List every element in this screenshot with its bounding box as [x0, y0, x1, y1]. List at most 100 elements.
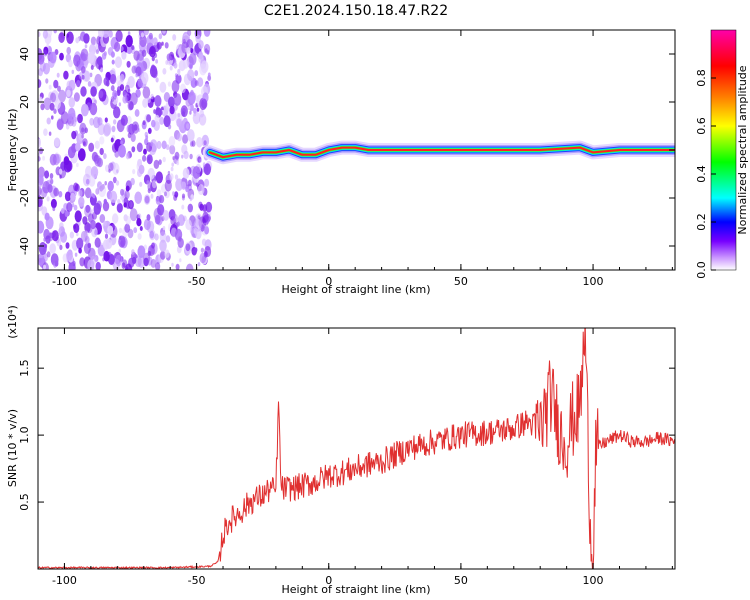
spectrogram-noise-cell — [51, 230, 59, 242]
spectrogram-noise-cell — [138, 164, 145, 175]
spectrogram-noise-cell — [161, 30, 166, 34]
spectrogram-noise-cell — [111, 59, 115, 65]
spectrogram-noise-cell — [197, 184, 205, 196]
colorbar-tick-label: 0.8 — [695, 69, 708, 87]
spectrogram-noise-cell — [169, 144, 176, 155]
spectrogram-noise-cell — [189, 197, 193, 202]
spectrogram-noise-cell — [118, 102, 122, 107]
spectrogram-noise-cell — [67, 146, 76, 159]
spectrogram-noise-cell — [96, 56, 103, 66]
spectrogram-noise-cell — [121, 262, 126, 270]
spectrogram-noise-cell — [204, 178, 210, 187]
spectrogram-noise-cell — [146, 214, 151, 221]
spectrogram-noise-cell — [174, 174, 179, 180]
spectrogram-noise-cell — [58, 89, 66, 103]
spectrogram-noise-cell — [38, 79, 42, 88]
spectrogram-noise-cell — [169, 106, 175, 115]
spectrogram-noise-cell — [151, 242, 156, 249]
spectrogram-noise-cell — [41, 206, 48, 216]
spectrogram-noise-cell — [143, 218, 151, 231]
spectrogram-noise-cell — [135, 73, 139, 78]
spectrogram-noise-cell — [112, 213, 119, 224]
spectrogram-noise-cell — [114, 56, 122, 68]
spectrogram-panel: -100 -50 0 50 100 -40 -20 0 20 40 Height of stra… — [6, 29, 676, 296]
spectrogram-noise-cell — [166, 53, 172, 61]
spectrogram-noise-cell — [95, 261, 101, 270]
spectrogram-noise-cell — [159, 195, 165, 204]
snr-x-tick-label: 0 — [325, 574, 332, 587]
spectrogram-noise-cell — [194, 80, 199, 87]
spectrogram-noise-cell — [170, 166, 174, 172]
spectrogram-noise-cell — [176, 133, 182, 142]
spectrogram-noise-cell — [68, 97, 76, 108]
spectrogram-noise-cell — [38, 68, 43, 77]
spectrogram-noise-cell — [182, 59, 189, 69]
spectrogram-noise-cell — [159, 116, 165, 125]
colorbar-tick-label: 0.0 — [695, 261, 708, 279]
spectrogram-noise-cell — [203, 163, 211, 176]
spectrogram-noise-cell — [115, 254, 123, 267]
spectrogram-noise-cell — [112, 162, 120, 175]
colorbar: 0.0 0.2 0.4 0.6 0.8 Normalized spectral ampl… — [695, 29, 749, 279]
spectrogram-noise-cell — [56, 119, 64, 131]
spectrogram-noise-cell — [157, 204, 165, 216]
spectrogram-noise-cell — [185, 263, 194, 270]
spectrogram-noise-cell — [79, 122, 87, 135]
spectrogram-noise-cell — [171, 262, 174, 267]
spectrogram-noise-cell — [90, 36, 97, 46]
spectrogram-noise-cell — [74, 210, 82, 223]
spectrogram-noise-cell — [155, 59, 159, 64]
spectrogram-y-label: Frequency (Hz) — [6, 109, 19, 192]
spectrogram-noise-cell — [99, 147, 104, 156]
spectrogram-noise-cell — [131, 65, 137, 74]
spectrogram-noise-cell — [159, 231, 167, 243]
spectrogram-noise-cell — [91, 97, 96, 103]
spectrogram-noise-cell — [46, 43, 50, 49]
spectrogram-noise-cell — [102, 220, 109, 230]
spectrogram-noise-cell — [201, 238, 207, 246]
spectrogram-noise-cell — [66, 202, 73, 213]
spectrogram-noise-cell — [71, 118, 77, 127]
spectrogram-noise-cell — [94, 237, 101, 248]
spectrogram-noise-cell — [191, 140, 196, 147]
spectrogram-noise-cell — [187, 203, 193, 213]
spectrogram-noise-cell — [92, 194, 96, 199]
spectrogram-noise-cell — [136, 142, 143, 153]
spectrogram-noise-cell — [66, 46, 71, 55]
spectrogram-noise-cell — [103, 250, 110, 262]
spectrogram-noise-cell — [59, 52, 64, 61]
spectrogram-noise-cell — [78, 247, 82, 254]
spectrogram-noise-cell — [124, 223, 131, 233]
spectrogram-noise-cell — [55, 154, 62, 164]
spectrogram-noise-cell — [38, 138, 41, 146]
spectrogram-noise-cell — [118, 227, 123, 234]
spectrogram-noise-cell — [165, 235, 171, 243]
spectrogram-noise-cell — [125, 215, 131, 225]
spectrogram-noise-cell — [142, 155, 147, 162]
spectrogram-noise-cell — [143, 257, 149, 267]
spectrogram-noise-cell — [49, 92, 57, 103]
spectrogram-y-tick-label: 20 — [18, 95, 31, 109]
spectrogram-noise-cell — [59, 174, 62, 179]
spectrogram-noise-cell — [43, 46, 49, 55]
spectrogram-noise-cell — [139, 181, 143, 187]
spectrogram-noise-cell — [65, 242, 70, 249]
spectrogram-noise-cell — [125, 152, 130, 160]
spectrogram-noise-cell — [159, 81, 167, 93]
spectrogram-noise-cell — [202, 204, 208, 212]
spectrogram-noise-cell — [118, 235, 126, 248]
spectrogram-noise-cell — [115, 180, 120, 186]
spectrogram-noise-cell — [50, 198, 57, 209]
spectrogram-noise-cell — [162, 210, 170, 221]
spectrogram-noise-cell — [94, 255, 99, 262]
snr-x-tick-label: -100 — [52, 574, 77, 587]
spectrogram-noise-cell — [99, 214, 106, 223]
spectrogram-noise-cell — [89, 50, 96, 60]
chart-title: C2E1.2024.150.18.47.R22 — [264, 3, 448, 19]
spectrogram-noise-cell — [180, 105, 188, 118]
spectrogram-noise-cell — [164, 42, 169, 49]
spectrogram-noise-cell — [197, 262, 201, 267]
spectrogram-noise-cell — [133, 227, 138, 234]
spectrogram-noise-cell — [182, 134, 189, 144]
spectrogram-noise-cell — [49, 173, 54, 179]
